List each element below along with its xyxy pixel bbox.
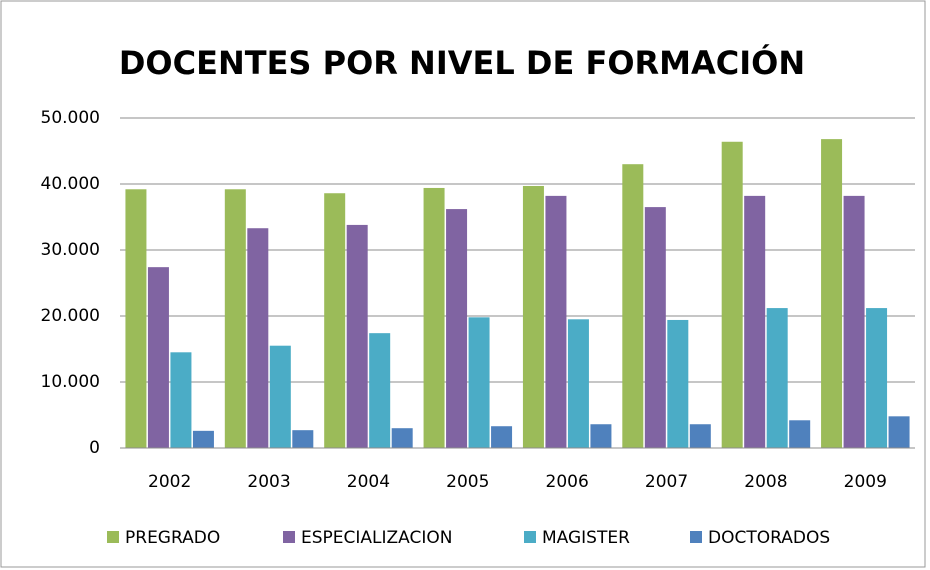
x-tick-label: 2004: [347, 472, 390, 492]
bar: [622, 164, 644, 448]
legend-label: PREGRADO: [125, 528, 220, 548]
bar: [744, 195, 766, 448]
x-tick-label: 2003: [247, 472, 290, 492]
bar: [866, 308, 888, 448]
y-tick-label: 0: [89, 438, 100, 458]
bar: [843, 195, 865, 448]
x-tick-label: 2002: [148, 472, 191, 492]
bar: [491, 426, 513, 448]
x-tick-label: 2006: [546, 472, 589, 492]
legend-marker: [690, 531, 702, 543]
bar: [590, 424, 612, 448]
bar: [567, 319, 589, 448]
bar: [247, 228, 269, 448]
y-tick-label: 10.000: [41, 372, 100, 392]
bar: [269, 345, 291, 448]
bar: [446, 209, 468, 448]
bar: [789, 420, 811, 448]
bar: [821, 139, 843, 448]
legend-label: DOCTORADOS: [708, 528, 830, 548]
bar: [667, 319, 689, 448]
y-tick-label: 50.000: [41, 108, 100, 128]
chart-title: DOCENTES POR NIVEL DE FORMACIÓN: [119, 43, 805, 82]
bar: [369, 333, 391, 448]
legend-marker: [283, 531, 295, 543]
x-tick-label: 2009: [844, 472, 887, 492]
bar: [721, 141, 743, 448]
bar: [644, 207, 666, 448]
legend-marker: [107, 531, 119, 543]
bar: [888, 416, 910, 448]
bar: [192, 430, 214, 448]
bar: [689, 424, 711, 448]
bar: [522, 185, 544, 449]
bar: [423, 187, 445, 448]
legend-marker: [524, 531, 536, 543]
bar: [224, 189, 246, 448]
bar: [170, 352, 192, 448]
y-tick-label: 40.000: [41, 174, 100, 194]
bar: [125, 189, 147, 448]
x-tick-label: 2008: [744, 472, 787, 492]
bar: [346, 224, 368, 448]
x-tick-label: 2007: [645, 472, 688, 492]
legend-label: MAGISTER: [542, 528, 630, 548]
bar: [292, 430, 314, 448]
bar: [147, 267, 169, 448]
x-tick-label: 2005: [446, 472, 489, 492]
y-tick-label: 20.000: [41, 306, 100, 326]
y-tick-label: 30.000: [41, 240, 100, 260]
bar: [391, 428, 413, 448]
bar: [468, 317, 490, 448]
bar: [545, 195, 567, 448]
legend-label: ESPECIALIZACION: [301, 528, 452, 548]
bar: [766, 308, 788, 448]
bar: [324, 193, 346, 448]
